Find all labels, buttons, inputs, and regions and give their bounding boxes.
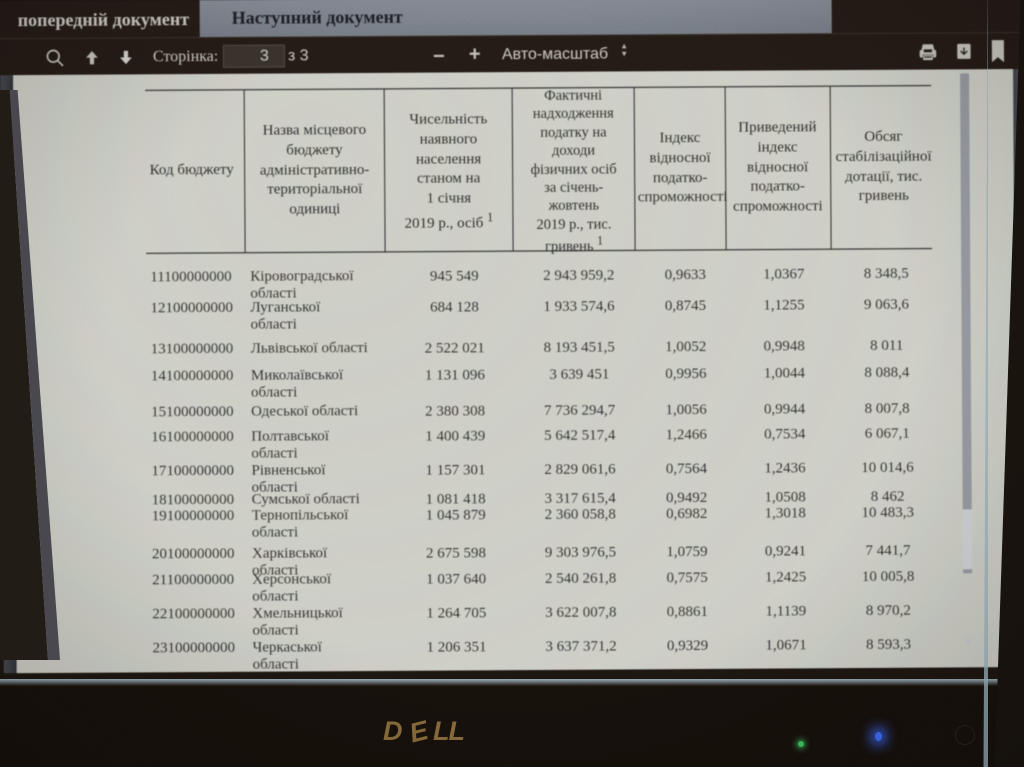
svg-text:LL: LL bbox=[433, 716, 464, 746]
svg-text:D: D bbox=[383, 716, 402, 746]
svg-text:E: E bbox=[406, 716, 432, 748]
